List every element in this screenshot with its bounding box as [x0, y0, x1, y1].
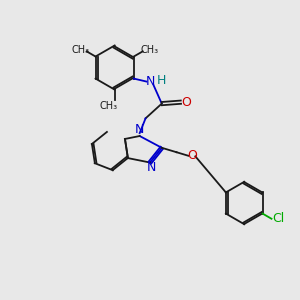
Text: O: O	[187, 149, 197, 162]
Text: H: H	[157, 74, 166, 87]
Text: Cl: Cl	[272, 212, 284, 225]
Text: CH₃: CH₃	[140, 45, 158, 55]
Text: N: N	[135, 123, 144, 136]
Text: N: N	[147, 161, 156, 174]
Text: CH₃: CH₃	[100, 101, 118, 111]
Text: O: O	[181, 96, 191, 109]
Text: CH₃: CH₃	[71, 45, 89, 55]
Text: N: N	[145, 75, 155, 88]
